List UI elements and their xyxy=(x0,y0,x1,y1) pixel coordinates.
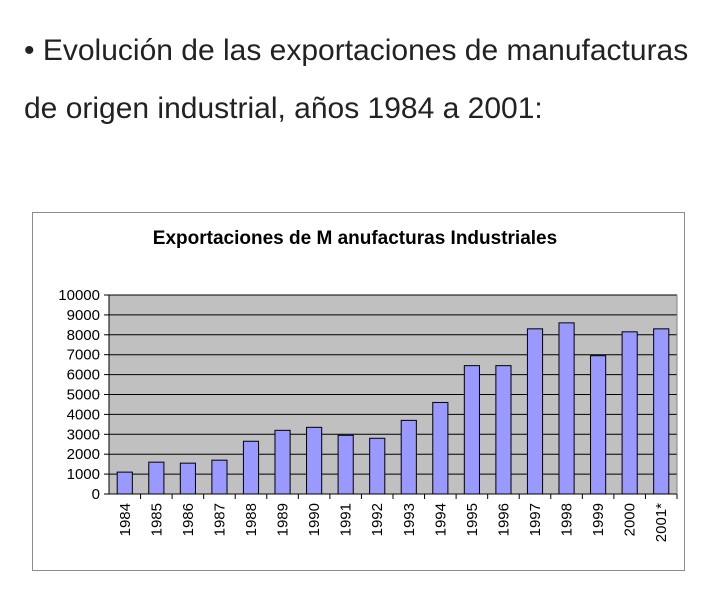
bar-1984 xyxy=(116,471,133,495)
bar-1995 xyxy=(463,365,480,495)
bar-1987 xyxy=(211,459,228,495)
x-tick-label: 1994 xyxy=(432,503,449,536)
x-tick-labels: 1984 1985 1986 1987 1988 1989 1990 1991 1992 1993… xyxy=(117,503,670,542)
y-tick-label: 0 xyxy=(92,486,100,503)
bar-1998 xyxy=(558,322,575,495)
bullet: • xyxy=(24,34,35,67)
bar-1991 xyxy=(337,434,354,495)
bar-1997 xyxy=(526,328,544,495)
bar-1999 xyxy=(590,355,607,495)
bar-1990 xyxy=(306,426,323,495)
bars xyxy=(116,322,670,495)
bar-1989 xyxy=(274,429,291,495)
x-tick-label: 1993 xyxy=(401,503,418,536)
intro-text: Evolución de las exportaciones de manufa… xyxy=(24,34,689,125)
x-tick-label: 1997 xyxy=(527,503,544,536)
x-tick-label: 1987 xyxy=(211,503,228,536)
x-tick-label: 1989 xyxy=(275,503,292,536)
y-tick-label: 10000 xyxy=(58,287,100,304)
chart-frame: Exportaciones de M anufacturas Industria… xyxy=(32,212,685,571)
x-tick-label: 1998 xyxy=(559,503,576,536)
y-tick-labels: 0 1000 2000 3000 4000 5000 6000 7000 8000 9000 100… xyxy=(58,287,100,503)
y-tick-label: 1000 xyxy=(67,466,100,483)
y-tick-label: 2000 xyxy=(67,446,100,463)
y-tick-label: 6000 xyxy=(67,367,100,384)
y-tick-label: 8000 xyxy=(67,327,100,344)
x-tick-label: 1999 xyxy=(590,503,607,536)
y-tick-label: 9000 xyxy=(67,307,100,324)
bar-chart: Exportaciones de M anufacturas Industria… xyxy=(58,228,678,542)
bar-2001 xyxy=(653,328,670,495)
bar-1993 xyxy=(400,419,417,495)
y-tick-label: 7000 xyxy=(67,347,100,364)
x-tick-label: 1984 xyxy=(117,503,134,536)
gridlines xyxy=(109,294,677,475)
x-tick-label: 1988 xyxy=(243,503,260,536)
intro-paragraph: • Evolución de las exportaciones de manu… xyxy=(24,22,694,138)
y-tick-label: 5000 xyxy=(67,387,100,404)
x-tick-label: 1996 xyxy=(495,503,512,536)
x-tick-label: 2000 xyxy=(622,503,639,536)
axes xyxy=(104,294,678,499)
bar-1994 xyxy=(432,401,449,495)
x-tick-label: 1985 xyxy=(148,503,165,536)
x-tick-label: 1995 xyxy=(464,503,481,536)
bar-1986 xyxy=(179,462,196,495)
bar-1988 xyxy=(242,440,260,495)
bar-1996 xyxy=(495,365,512,495)
x-tick-label: 1986 xyxy=(180,503,197,536)
bar-1992 xyxy=(369,437,386,495)
x-tick-label: 2001* xyxy=(653,503,670,542)
y-tick-label: 3000 xyxy=(67,426,100,443)
chart-title: Exportaciones de M anufacturas Industria… xyxy=(153,228,557,249)
bar-1985 xyxy=(148,461,165,495)
x-tick-label: 1992 xyxy=(369,503,386,536)
bar-2000 xyxy=(621,331,638,495)
y-tick-label: 4000 xyxy=(67,406,100,423)
x-tick-label: 1990 xyxy=(306,503,323,536)
x-tick-label: 1991 xyxy=(338,503,355,536)
